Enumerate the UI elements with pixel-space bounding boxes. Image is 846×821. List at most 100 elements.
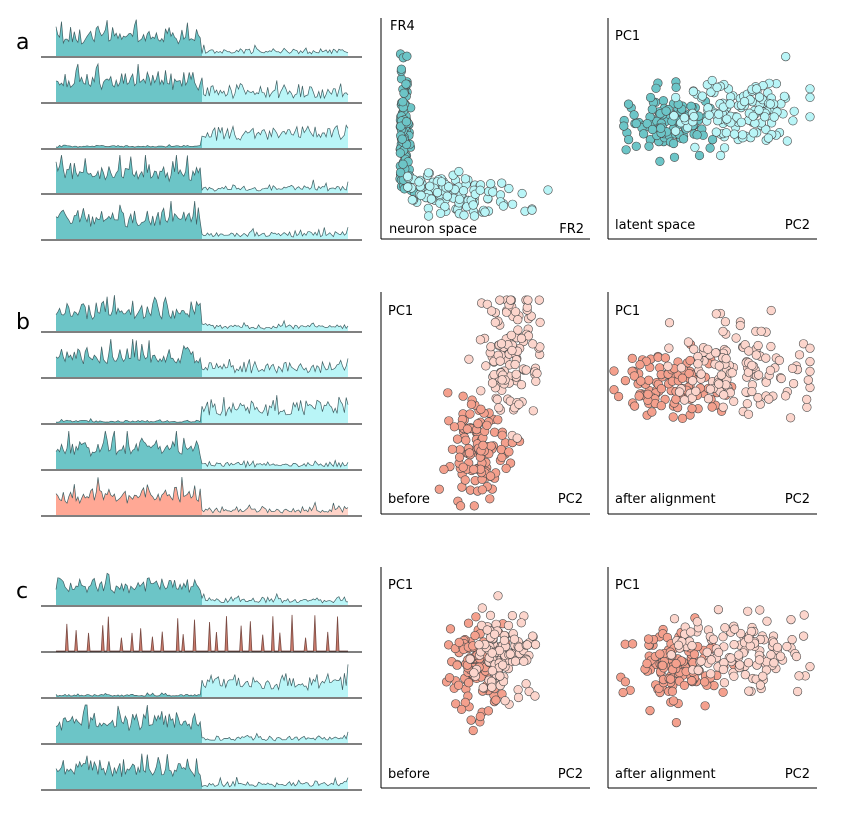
point-condition-2 <box>803 375 813 385</box>
scatter-c-after-alignment: PC1 after alignment PC2 <box>607 567 817 789</box>
point-condition-1 <box>671 82 681 92</box>
point-condition-2 <box>779 91 790 101</box>
trace-neuron-2 <box>41 62 362 104</box>
point-condition-1 <box>707 135 718 145</box>
trace-neuron-1 <box>41 19 362 58</box>
point-condition-2 <box>729 129 740 139</box>
traces-column-a <box>41 19 362 241</box>
trace-outline <box>55 154 349 192</box>
point-condition-2 <box>528 631 538 641</box>
point-condition-2 <box>693 665 703 675</box>
point-condition-2 <box>703 344 713 354</box>
points-group <box>609 305 815 424</box>
point-condition-2 <box>719 390 729 400</box>
x-axis-label: FR2 <box>559 222 584 237</box>
point-condition-1 <box>470 630 480 641</box>
point-condition-2 <box>510 656 521 666</box>
point-condition-2 <box>722 114 732 124</box>
point-condition-2 <box>729 624 740 634</box>
point-condition-1 <box>473 419 483 429</box>
point-condition-2 <box>791 651 802 662</box>
point-condition-2 <box>465 654 475 664</box>
trace-neuron-3 <box>41 664 362 699</box>
point-condition-2 <box>495 295 505 305</box>
point-condition-1 <box>647 407 657 417</box>
point-condition-2 <box>513 325 523 335</box>
point-condition-2 <box>482 299 492 309</box>
point-condition-2 <box>532 368 542 379</box>
point-condition-1 <box>493 415 503 425</box>
point-condition-1 <box>629 110 639 120</box>
point-condition-2 <box>696 369 706 379</box>
point-condition-1 <box>677 373 688 383</box>
point-condition-2 <box>706 87 716 97</box>
point-condition-2 <box>495 671 505 681</box>
point-condition-2 <box>496 339 507 349</box>
point-condition-2 <box>776 373 786 384</box>
trace-outline <box>55 200 349 238</box>
point-condition-2 <box>513 315 523 325</box>
point-condition-2 <box>683 337 694 347</box>
point-condition-1 <box>644 141 654 151</box>
point-condition-2 <box>727 368 737 378</box>
point-condition-2 <box>703 394 714 404</box>
point-condition-2 <box>748 111 758 121</box>
trace-neuron-5 <box>41 753 362 791</box>
point-condition-1 <box>609 385 619 395</box>
point-condition-2 <box>487 378 498 388</box>
point-condition-2 <box>403 171 413 181</box>
trace-fill-second-half <box>202 125 348 148</box>
point-condition-1 <box>634 391 644 401</box>
point-condition-1 <box>644 375 654 385</box>
point-condition-2 <box>679 395 690 405</box>
point-condition-2 <box>729 671 739 681</box>
trace-fill-first-half <box>56 19 202 57</box>
point-condition-1 <box>455 452 465 462</box>
point-condition-1 <box>486 471 496 481</box>
point-condition-2 <box>507 610 518 621</box>
point-condition-2 <box>674 387 685 397</box>
point-condition-1 <box>466 715 476 725</box>
trace-fill-second-half <box>202 731 348 743</box>
point-condition-1 <box>401 117 412 127</box>
trace-fill-first-half <box>56 406 202 423</box>
point-condition-2 <box>459 210 469 220</box>
point-condition-2 <box>755 680 766 690</box>
point-condition-1 <box>462 424 473 434</box>
trace-fill-second-half <box>202 179 348 193</box>
point-condition-2 <box>719 678 730 688</box>
point-condition-2 <box>748 128 759 138</box>
point-condition-2 <box>805 84 815 94</box>
point-condition-2 <box>786 614 796 625</box>
point-condition-2 <box>787 363 798 374</box>
point-condition-2 <box>734 650 744 660</box>
caption: neuron space <box>389 222 477 237</box>
point-condition-1 <box>398 159 408 169</box>
trace-outline <box>55 295 349 330</box>
point-condition-2 <box>788 379 799 389</box>
point-condition-1 <box>482 420 492 430</box>
point-condition-2 <box>720 317 731 327</box>
point-condition-1 <box>458 462 468 472</box>
panel-label-b: b <box>16 310 30 335</box>
point-condition-2 <box>729 396 739 407</box>
point-condition-2 <box>690 142 700 152</box>
point-condition-2 <box>805 92 815 102</box>
point-condition-1 <box>485 494 495 504</box>
trace-outline <box>55 664 349 697</box>
point-condition-2 <box>505 649 515 659</box>
point-condition-1 <box>451 699 461 709</box>
point-condition-1 <box>620 677 631 687</box>
point-condition-2 <box>666 650 676 660</box>
point-condition-2 <box>792 686 803 697</box>
point-condition-1 <box>671 717 682 728</box>
point-condition-1 <box>399 88 409 98</box>
trace-neuron-4 <box>41 704 362 745</box>
point-condition-1 <box>627 353 637 364</box>
point-condition-2 <box>736 117 747 127</box>
point-condition-2 <box>720 623 730 633</box>
point-condition-1 <box>707 402 717 412</box>
point-condition-2 <box>711 309 721 319</box>
point-condition-1 <box>452 660 462 670</box>
point-condition-2 <box>676 363 687 373</box>
